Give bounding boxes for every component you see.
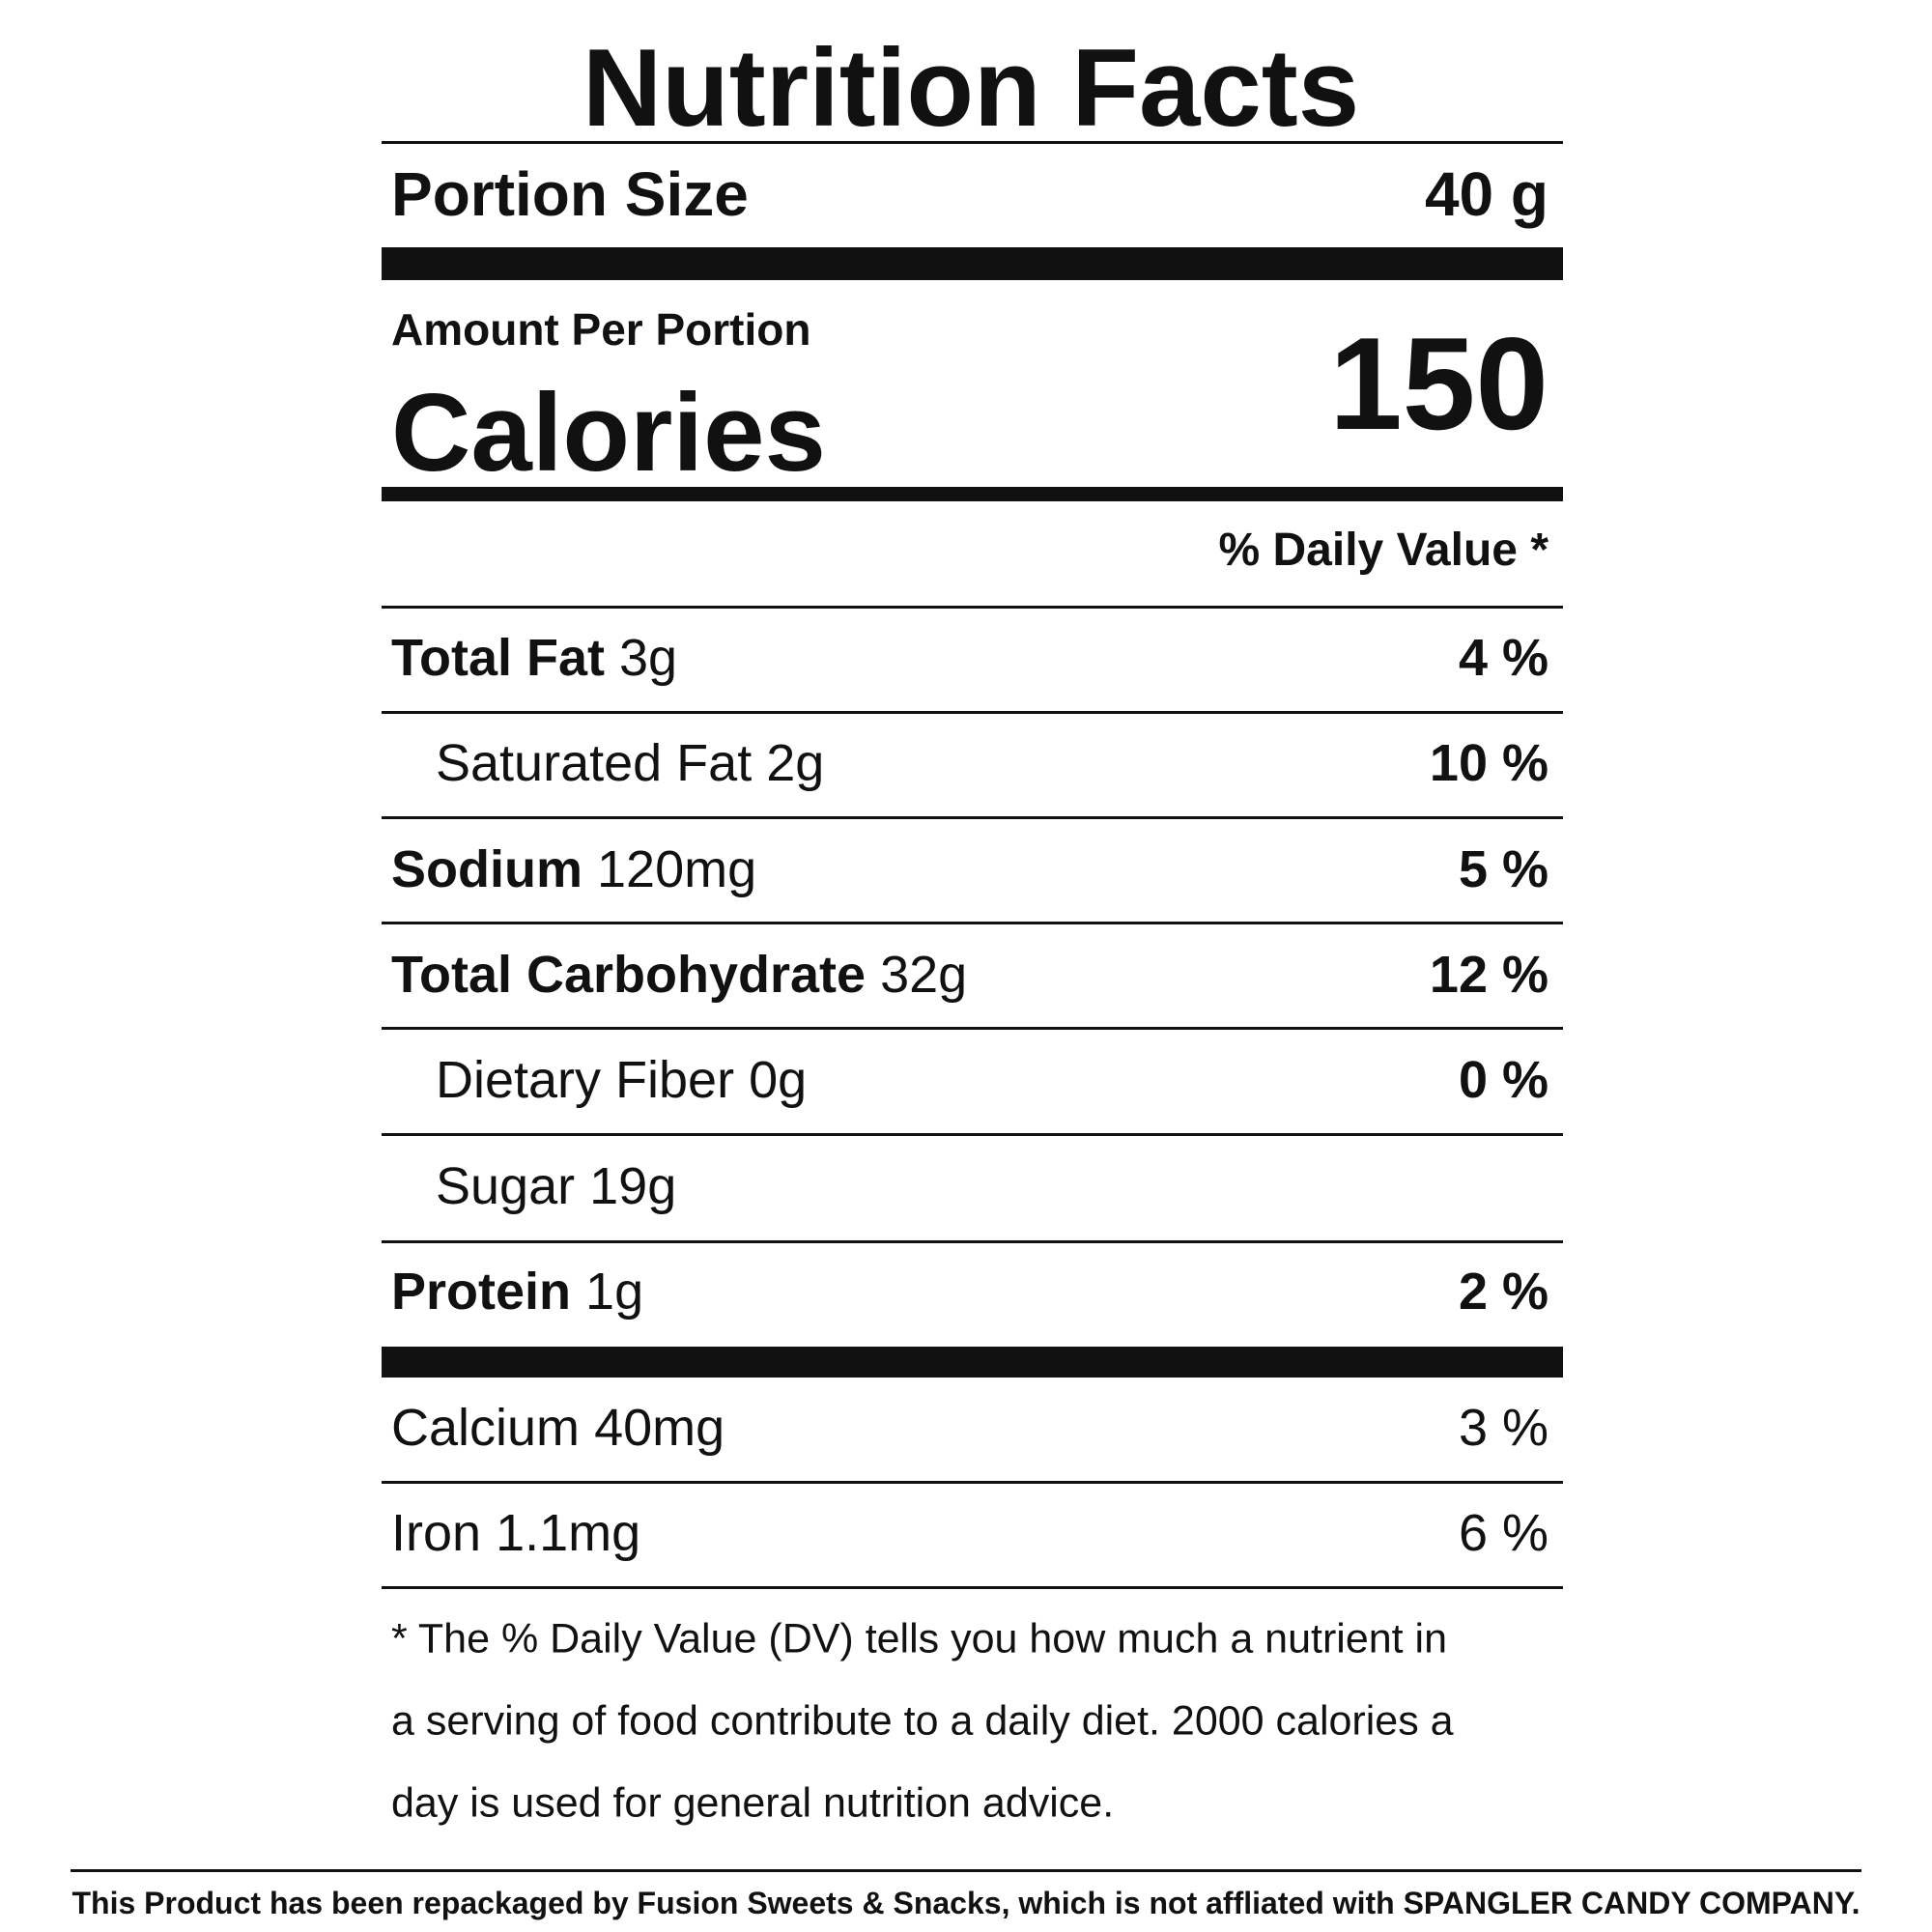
dv: 6 % (1458, 1504, 1548, 1562)
name: Total Carbohydrate (391, 946, 867, 1004)
dv: 2 % (1458, 1263, 1548, 1321)
rule (382, 606, 1563, 609)
nutrient: Total Carbohydrate 32g (391, 949, 967, 1001)
name: Saturated Fat (436, 734, 753, 792)
footnote-line: day is used for general nutrition advice… (391, 1779, 1115, 1827)
name: Dietary Fiber (436, 1051, 735, 1109)
name: Calcium (391, 1399, 581, 1457)
name: Sugar (436, 1157, 576, 1215)
thick-rule (382, 487, 1563, 501)
rule (382, 816, 1563, 819)
rule (71, 1869, 1861, 1872)
nutrient: Iron 1.1mg (391, 1507, 640, 1559)
name: Iron (391, 1504, 482, 1562)
nutrient: Protein 1g (391, 1265, 643, 1318)
nutrient: Saturated Fat 2g (436, 737, 824, 789)
amount: 40mg (594, 1399, 725, 1457)
name: Total Fat (391, 629, 605, 687)
amount: 1g (585, 1263, 644, 1321)
calories-label: Calories (391, 372, 826, 495)
dv: 4 % (1458, 629, 1548, 687)
dv: 5 % (1458, 840, 1548, 898)
rule (382, 711, 1563, 714)
rule (382, 1481, 1563, 1484)
nutrient: Calcium 40mg (391, 1402, 724, 1454)
amount: 120mg (597, 840, 757, 898)
title: Nutrition Facts (582, 27, 1360, 150)
rule (382, 1240, 1563, 1243)
dv: 12 % (1429, 946, 1548, 1004)
thick-rule (382, 1347, 1563, 1378)
dv: 3 % (1458, 1399, 1548, 1457)
amount: 19g (589, 1157, 677, 1215)
nutrient: Dietary Fiber 0g (436, 1054, 807, 1106)
amount: 3g (619, 629, 678, 687)
footnote-line: * The % Daily Value (DV) tells you how m… (391, 1615, 1448, 1662)
amount: 0g (749, 1051, 808, 1109)
name: Sodium (391, 840, 582, 898)
amount: 1.1mg (496, 1504, 641, 1562)
rule (382, 141, 1563, 144)
name: Protein (391, 1263, 572, 1321)
portion-label: Portion Size (391, 159, 749, 229)
dv: 0 % (1458, 1051, 1548, 1109)
nutrient: Total Fat 3g (391, 632, 677, 684)
rule (382, 922, 1563, 924)
thick-rule (382, 247, 1563, 280)
dv: 10 % (1429, 734, 1548, 792)
rule (382, 1027, 1563, 1030)
nutrient: Sodium 120mg (391, 843, 756, 895)
rule (382, 1133, 1563, 1136)
footnote-line: a serving of food contribute to a daily … (391, 1697, 1454, 1745)
portion-value: 40 g (1424, 159, 1548, 229)
disclaimer: This Product has been repackaged by Fusi… (71, 1886, 1861, 1920)
rule (382, 1586, 1563, 1589)
amount: 32g (880, 946, 968, 1004)
nutrient: Sugar 19g (436, 1160, 676, 1212)
dv-header: % Daily Value * (1218, 525, 1548, 576)
amount: 2g (766, 734, 825, 792)
calories-value: 150 (1329, 310, 1548, 457)
amount-label: Amount Per Portion (391, 304, 811, 355)
